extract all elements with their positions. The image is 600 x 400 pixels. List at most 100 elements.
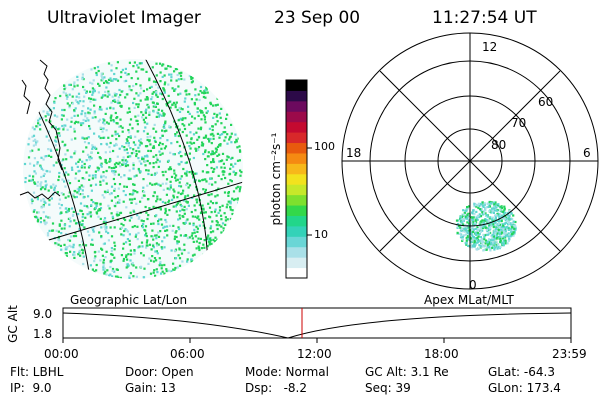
- globe-pixel: [142, 89, 145, 93]
- oval-pixel: [472, 236, 475, 239]
- globe-pixel: [90, 204, 93, 207]
- globe-pixel: [72, 235, 75, 238]
- globe-pixel: [128, 219, 131, 222]
- globe-pixel: [155, 242, 158, 245]
- globe-pixel: [219, 143, 222, 146]
- oval-pixel: [480, 241, 483, 244]
- globe-pixel: [72, 253, 75, 256]
- globe-pixel: [138, 139, 141, 142]
- globe-pixel: [50, 155, 53, 158]
- globe-pixel: [43, 155, 46, 158]
- globe-pixel: [107, 82, 110, 85]
- oval-pixel: [479, 230, 483, 233]
- globe-pixel: [48, 216, 51, 219]
- globe-pixel: [222, 230, 225, 233]
- globe-pixel: [180, 175, 183, 178]
- globe-pixel: [71, 102, 74, 105]
- globe-pixel: [235, 138, 238, 141]
- globe-pixel: [154, 83, 158, 86]
- oval-pixel: [466, 238, 469, 241]
- globe-pixel: [178, 181, 181, 184]
- globe-pixel: [144, 234, 147, 237]
- globe-pixel: [36, 184, 39, 187]
- globe-pixel: [97, 91, 100, 94]
- globe-pixel: [116, 214, 119, 217]
- globe-pixel: [68, 244, 71, 247]
- oval-pixel: [479, 228, 482, 231]
- globe-pixel: [135, 149, 138, 153]
- oval-pixel: [499, 228, 502, 231]
- globe-pixel: [180, 160, 183, 164]
- oval-pixel: [498, 220, 501, 223]
- globe-pixel: [149, 162, 152, 165]
- oval-pixel: [494, 232, 497, 235]
- globe-pixel: [53, 188, 56, 191]
- globe-pixel: [142, 178, 145, 181]
- globe-pixel: [114, 111, 117, 115]
- globe-pixel: [44, 188, 47, 191]
- oval-pixel: [510, 223, 513, 227]
- globe-pixel: [71, 168, 74, 171]
- globe-pixel: [136, 77, 140, 80]
- globe-pixel: [190, 210, 193, 214]
- globe-pixel: [128, 239, 131, 242]
- globe-pixel: [55, 229, 58, 232]
- globe-pixel: [60, 248, 63, 251]
- oval-pixel: [477, 247, 480, 250]
- oval-pixel: [464, 224, 467, 227]
- globe-pixel: [64, 246, 67, 249]
- oval-pixel: [503, 205, 506, 208]
- globe-pixel: [88, 158, 91, 161]
- globe-pixel: [64, 92, 68, 95]
- info-gc-alt: GC Alt: 3.1 Re: [365, 365, 449, 379]
- globe-pixel: [146, 239, 149, 242]
- globe-pixel: [142, 186, 145, 189]
- globe-pixel: [188, 112, 191, 115]
- globe-pixel: [210, 142, 213, 145]
- globe-pixel: [222, 173, 225, 176]
- globe-pixel: [56, 115, 59, 118]
- globe-pixel: [133, 183, 136, 186]
- globe-pixel: [175, 210, 178, 213]
- globe-pixel: [211, 128, 214, 132]
- oval-pixel: [472, 228, 475, 231]
- globe-pixel: [211, 220, 214, 223]
- oval-pixel: [475, 233, 478, 236]
- globe-pixel: [183, 78, 186, 81]
- globe-pixel: [220, 166, 223, 169]
- oval-pixel: [460, 234, 463, 237]
- globe-pixel: [102, 175, 105, 178]
- globe-pixel: [155, 92, 158, 95]
- globe-pixel: [156, 111, 159, 114]
- globe-pixel: [110, 114, 113, 117]
- globe-pixel: [156, 252, 159, 255]
- globe-pixel: [125, 254, 128, 257]
- globe-pixel: [92, 98, 95, 101]
- globe-pixel: [113, 182, 117, 186]
- globe-pixel: [133, 97, 136, 100]
- polar-label-dusk: 18: [346, 146, 362, 160]
- timeline-right-title: Apex MLat/MLT: [424, 293, 514, 307]
- globe-pixel: [238, 159, 241, 162]
- globe-pixel: [83, 162, 86, 166]
- globe-pixel: [124, 164, 127, 168]
- polar-lat-80: 80: [491, 138, 507, 152]
- globe-pixel: [214, 236, 217, 239]
- globe-pixel: [113, 98, 116, 102]
- globe-pixel: [203, 118, 206, 121]
- globe-pixel: [122, 247, 125, 250]
- globe-pixel: [168, 125, 171, 128]
- globe-pixel: [110, 185, 114, 188]
- globe-pixel: [91, 174, 94, 177]
- globe-pixel: [230, 180, 233, 183]
- globe-pixel: [225, 117, 228, 120]
- globe-pixel: [187, 105, 190, 108]
- globe-pixel: [110, 64, 113, 67]
- globe-pixel: [107, 136, 110, 139]
- globe-pixel: [76, 75, 79, 78]
- oval-pixel: [472, 216, 475, 219]
- globe-pixel: [231, 212, 234, 216]
- globe-pixel: [199, 128, 202, 131]
- globe-pixel: [154, 80, 157, 83]
- globe-pixel: [155, 94, 158, 97]
